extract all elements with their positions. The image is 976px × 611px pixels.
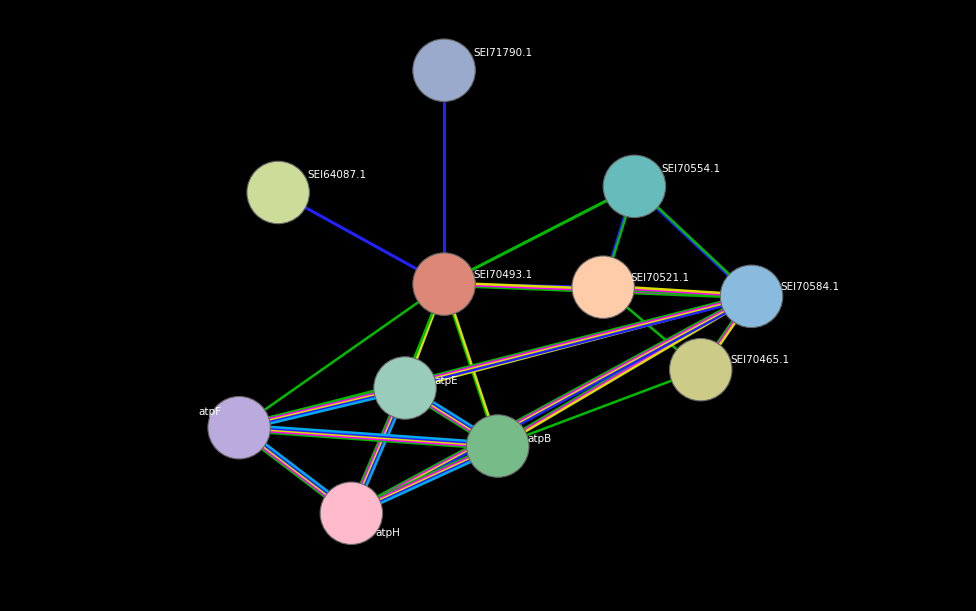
Text: atpH: atpH <box>376 528 400 538</box>
Text: SEI70554.1: SEI70554.1 <box>662 164 721 174</box>
Ellipse shape <box>320 482 383 544</box>
Text: atpE: atpE <box>434 376 458 386</box>
Text: SEI71790.1: SEI71790.1 <box>473 48 533 58</box>
Ellipse shape <box>208 397 270 459</box>
Text: SEI70584.1: SEI70584.1 <box>781 282 840 292</box>
Text: atpF: atpF <box>198 408 222 417</box>
Ellipse shape <box>670 338 732 401</box>
Text: SEI70493.1: SEI70493.1 <box>473 270 533 280</box>
Ellipse shape <box>467 415 529 477</box>
Ellipse shape <box>413 39 475 101</box>
Text: SEI70521.1: SEI70521.1 <box>630 273 690 283</box>
Ellipse shape <box>720 265 783 327</box>
Ellipse shape <box>603 155 666 218</box>
Ellipse shape <box>413 253 475 315</box>
Ellipse shape <box>572 256 634 318</box>
Text: SEI70465.1: SEI70465.1 <box>730 356 790 365</box>
Ellipse shape <box>247 161 309 224</box>
Text: atpB: atpB <box>527 434 551 444</box>
Ellipse shape <box>374 357 436 419</box>
Text: SEI64087.1: SEI64087.1 <box>307 170 367 180</box>
